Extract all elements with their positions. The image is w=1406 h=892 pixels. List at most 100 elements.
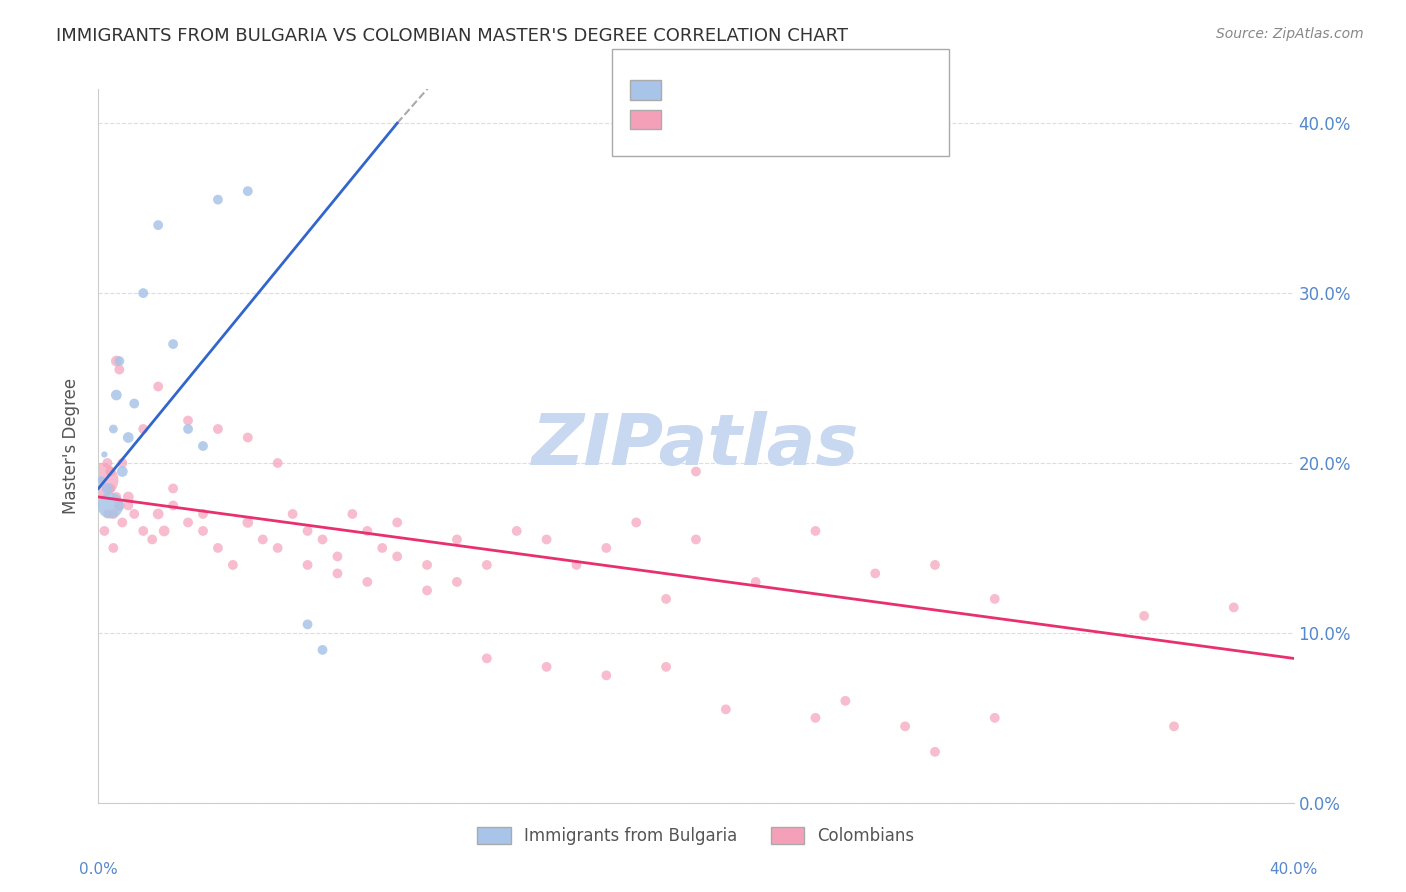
Point (111, 465, 134, 479)
Text: R = 0.498   N = 19: R = 0.498 N = 19 (665, 78, 810, 93)
Point (191, 524, 214, 538)
Point (595, 541, 617, 555)
Point (311, 533, 333, 547)
Point (90, 473, 112, 487)
Point (595, 668, 617, 682)
Point (191, 507, 214, 521)
Point (252, 533, 274, 547)
Point (153, 524, 176, 538)
Point (565, 558, 588, 572)
Point (416, 583, 439, 598)
Point (96, 482, 118, 496)
Text: ZIPatlas: ZIPatlas (533, 411, 859, 481)
Point (98, 465, 122, 479)
Point (281, 507, 304, 521)
Point (536, 660, 558, 674)
Point (148, 218, 170, 232)
Legend: Immigrants from Bulgaria, Colombians: Immigrants from Bulgaria, Colombians (471, 820, 921, 852)
Point (105, 490, 128, 504)
Point (834, 694, 856, 708)
Point (924, 558, 946, 572)
Point (103, 507, 125, 521)
Point (626, 516, 648, 530)
Point (297, 558, 319, 572)
Point (105, 354, 128, 368)
Point (111, 456, 134, 470)
Point (385, 516, 409, 530)
Point (655, 660, 678, 674)
Point (207, 541, 229, 555)
Point (132, 524, 155, 538)
Point (475, 558, 498, 572)
Point (267, 541, 290, 555)
Point (804, 711, 827, 725)
Point (984, 711, 1007, 725)
Point (124, 507, 146, 521)
Point (1133, 608, 1156, 623)
Point (446, 574, 468, 589)
Point (714, 702, 737, 716)
Point (685, 533, 707, 547)
Point (117, 430, 139, 444)
Point (124, 396, 146, 410)
Point (111, 516, 134, 530)
Point (297, 617, 319, 632)
Point (446, 533, 468, 547)
Point (236, 516, 259, 530)
Point (207, 193, 229, 207)
Point (98, 482, 122, 496)
Point (191, 439, 214, 453)
Point (804, 524, 827, 538)
Point (865, 566, 887, 581)
Point (93, 524, 115, 538)
Point (103, 541, 125, 555)
Y-axis label: Master's Degree: Master's Degree (62, 378, 80, 514)
Point (236, 184, 259, 198)
Point (236, 430, 259, 444)
Point (506, 524, 529, 538)
Point (93, 448, 115, 462)
Point (96, 507, 118, 521)
Point (177, 413, 200, 427)
Point (894, 719, 917, 733)
Point (356, 524, 378, 538)
Point (108, 499, 131, 513)
Text: IMMIGRANTS FROM BULGARIA VS COLOMBIAN MASTER'S DEGREE CORRELATION CHART: IMMIGRANTS FROM BULGARIA VS COLOMBIAN MA… (56, 27, 848, 45)
Point (103, 422, 125, 436)
Point (311, 643, 333, 657)
Point (326, 566, 349, 581)
Text: 40.0%: 40.0% (1270, 863, 1317, 877)
Point (132, 422, 155, 436)
Point (98, 499, 122, 513)
Point (326, 549, 349, 564)
Point (356, 574, 378, 589)
Point (342, 507, 364, 521)
Point (90, 473, 112, 487)
Point (222, 558, 245, 572)
Point (475, 651, 498, 665)
Point (117, 499, 139, 513)
Point (745, 574, 768, 589)
Point (1223, 600, 1246, 615)
Point (108, 354, 131, 368)
Point (96, 456, 118, 470)
Point (148, 379, 170, 393)
Point (655, 591, 678, 606)
Point (1163, 719, 1185, 733)
Point (117, 490, 139, 504)
Point (685, 465, 707, 479)
Point (984, 591, 1007, 606)
Point (207, 422, 229, 436)
Point (105, 388, 128, 402)
Point (162, 499, 184, 513)
Point (177, 422, 200, 436)
Point (536, 533, 558, 547)
Point (267, 456, 290, 470)
Point (162, 337, 184, 351)
Point (141, 533, 163, 547)
Point (162, 482, 184, 496)
Text: Source: ZipAtlas.com: Source: ZipAtlas.com (1216, 27, 1364, 41)
Text: 0.0%: 0.0% (79, 863, 118, 877)
Point (371, 541, 394, 555)
Point (148, 507, 170, 521)
